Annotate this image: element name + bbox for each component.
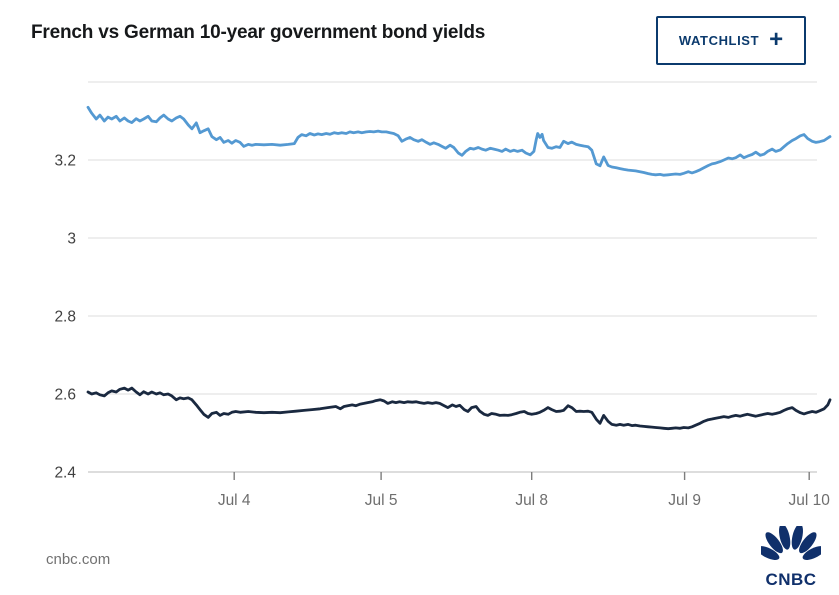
plus-icon: + <box>769 25 784 53</box>
x-tick-label: Jul 10 <box>789 492 831 509</box>
series-line-french <box>86 105 832 177</box>
x-tick-label: Jul 8 <box>515 492 548 509</box>
page-title: French vs German 10-year government bond… <box>31 22 486 43</box>
x-tick-label: Jul 9 <box>668 492 701 509</box>
y-tick-label: 2.8 <box>54 309 76 326</box>
x-tick-label: Jul 4 <box>218 492 251 509</box>
peacock-icon <box>756 523 826 560</box>
y-tick-label: 2.6 <box>54 387 76 404</box>
y-tick-label: 2.4 <box>54 465 76 482</box>
cnbc-logo: CNBC <box>755 523 827 590</box>
series-line-german <box>86 386 832 431</box>
y-tick-label: 3.2 <box>54 153 76 170</box>
y-tick-label: 3 <box>67 231 76 248</box>
watchlist-label: WATCHLIST <box>678 33 760 48</box>
x-tick-label: Jul 5 <box>365 492 398 509</box>
source-link[interactable]: cnbc.com <box>46 551 111 568</box>
watchlist-button[interactable]: WATCHLIST + <box>656 16 806 65</box>
cnbc-logo-text: CNBC <box>765 570 817 589</box>
